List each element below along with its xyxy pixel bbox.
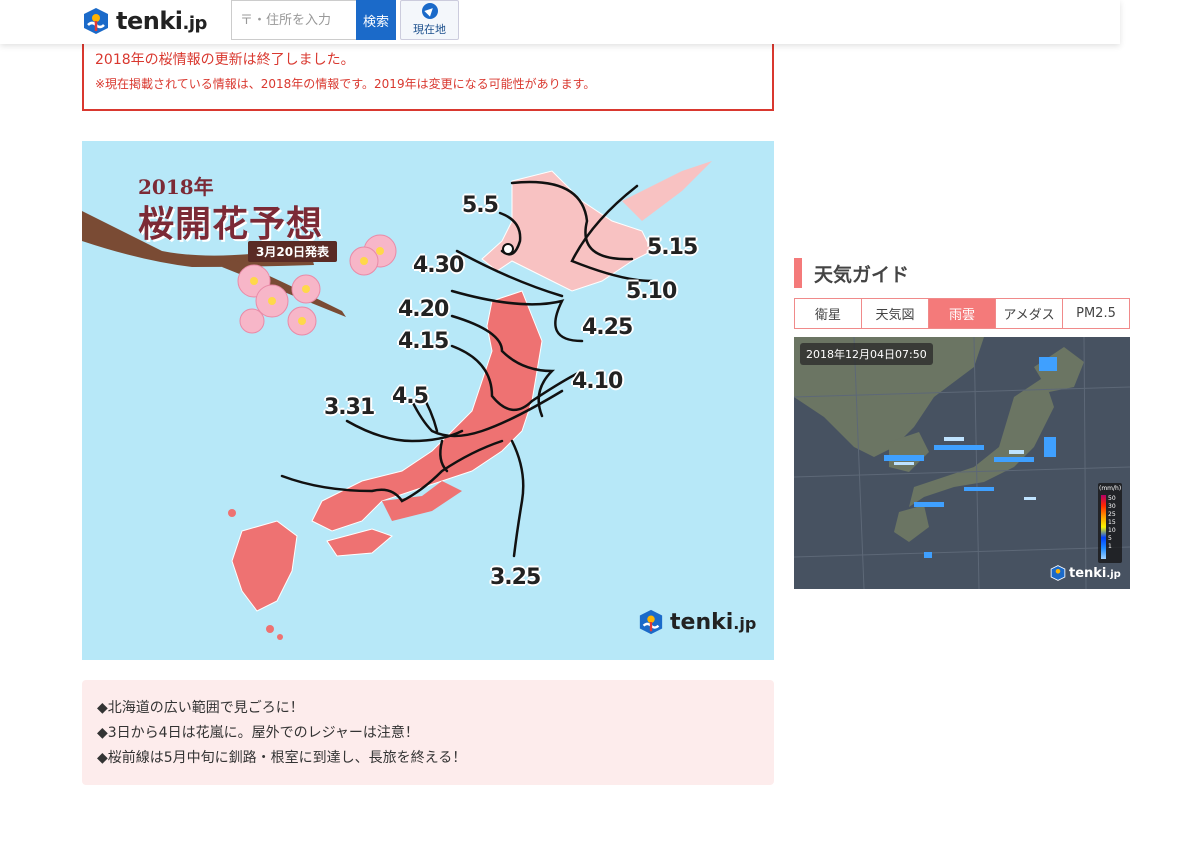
weather-guide-title: 天気ガイド xyxy=(814,263,910,286)
legend-value: 30 xyxy=(1108,503,1116,510)
tab-pm25[interactable]: PM2.5 xyxy=(1063,299,1129,328)
front-label-4-30: 4.30 xyxy=(413,253,464,278)
search-input[interactable] xyxy=(231,0,357,40)
logo-text: tenki.jp xyxy=(116,7,207,35)
front-label-3-25: 3.25 xyxy=(490,565,541,590)
tab-amedas[interactable]: アメダス xyxy=(996,299,1063,328)
radar-logo-text: tenki.jp xyxy=(1069,565,1121,581)
legend-value: 5 xyxy=(1108,535,1112,542)
tenki-logo-icon xyxy=(639,609,663,635)
legend-value: 25 xyxy=(1108,511,1116,518)
legend-value: 50 xyxy=(1108,495,1116,502)
current-location-button[interactable]: 現在地 xyxy=(400,0,459,40)
location-arrow-icon xyxy=(421,3,438,19)
tab-weather-chart[interactable]: 天気図 xyxy=(862,299,929,328)
front-label-4-25: 4.25 xyxy=(582,315,633,340)
tab-rain-cloud[interactable]: 雨雲 xyxy=(929,299,996,328)
precipitation-legend: (mm/h) 50 30 25 15 10 5 1 xyxy=(1098,483,1122,563)
search-button[interactable]: 検索 xyxy=(356,0,396,40)
japan-map-illustration xyxy=(82,161,712,640)
front-label-5-15: 5.15 xyxy=(647,235,698,260)
site-header: tenki.jp 検索 現在地 xyxy=(0,0,1120,44)
weather-guide-tabs: 衛星 天気図 雨雲 アメダス PM2.5 xyxy=(794,298,1130,329)
legend-value: 1 xyxy=(1108,543,1112,550)
site-logo[interactable]: tenki.jp xyxy=(82,4,207,38)
highlight-item: ◆桜前線は5月中旬に釧路・根室に到達し、長旅を終える！ xyxy=(97,750,467,766)
update-ended-notice: 2018年の桜情報の更新は終了しました。 ※現在掲載されている情報は、2018年… xyxy=(82,40,774,111)
front-label-5-10: 5.10 xyxy=(626,279,677,304)
highlight-item: ◆北海道の広い範囲で見ごろに！ xyxy=(97,700,304,716)
legend-value: 10 xyxy=(1108,527,1116,534)
map-announcement-date: 3月20日発表 xyxy=(248,241,338,262)
radar-watermark-logo: tenki.jp xyxy=(1050,565,1121,581)
front-label-4-15: 4.15 xyxy=(398,329,449,354)
map-logo-text: tenki.jp xyxy=(670,609,757,635)
map-watermark-logo: tenki.jp xyxy=(638,609,756,635)
legend-value: 15 xyxy=(1108,519,1116,526)
legend-unit: (mm/h) xyxy=(1099,485,1122,492)
tenki-logo-icon xyxy=(1050,565,1066,581)
weather-guide-heading: 天気ガイド xyxy=(794,258,909,288)
current-location-label: 現在地 xyxy=(413,23,446,36)
notice-disclaimer: ※現在掲載されている情報は、2018年の情報です。2019年は変更になる可能性が… xyxy=(95,77,596,91)
rain-radar-map[interactable]: 2018年12月04日07:50 (mm/h) 50 30 25 15 10 5… xyxy=(794,337,1130,589)
sakura-highlights: ◆北海道の広い範囲で見ごろに！ ◆3日から4日は花嵐に。屋外でのレジャーは注意！… xyxy=(82,680,774,785)
radar-timestamp: 2018年12月04日07:50 xyxy=(800,343,933,365)
map-year: 2018年 xyxy=(138,175,214,199)
heading-accent-bar xyxy=(794,258,802,288)
radar-map-illustration xyxy=(794,337,1130,589)
tenki-logo-icon xyxy=(84,8,108,34)
front-label-5-5: 5.5 xyxy=(462,193,499,218)
front-label-3-31: 3.31 xyxy=(324,395,375,420)
highlight-item: ◆3日から4日は花嵐に。屋外でのレジャーは注意！ xyxy=(97,725,419,741)
front-label-4-20: 4.20 xyxy=(398,297,449,322)
front-label-4-5: 4.5 xyxy=(392,384,429,409)
legend-color-scale xyxy=(1101,495,1106,559)
front-label-4-10: 4.10 xyxy=(572,369,623,394)
sakura-forecast-map: 2018年 桜開花予想 3月20日発表 5.5 5.15 5.10 4.30 4… xyxy=(82,141,774,660)
map-title: 桜開花予想 xyxy=(138,203,324,245)
legend-values: 50 30 25 15 10 5 1 xyxy=(1108,495,1116,551)
tab-satellite[interactable]: 衛星 xyxy=(795,299,862,328)
notice-message: 2018年の桜情報の更新は終了しました。 xyxy=(95,52,355,68)
